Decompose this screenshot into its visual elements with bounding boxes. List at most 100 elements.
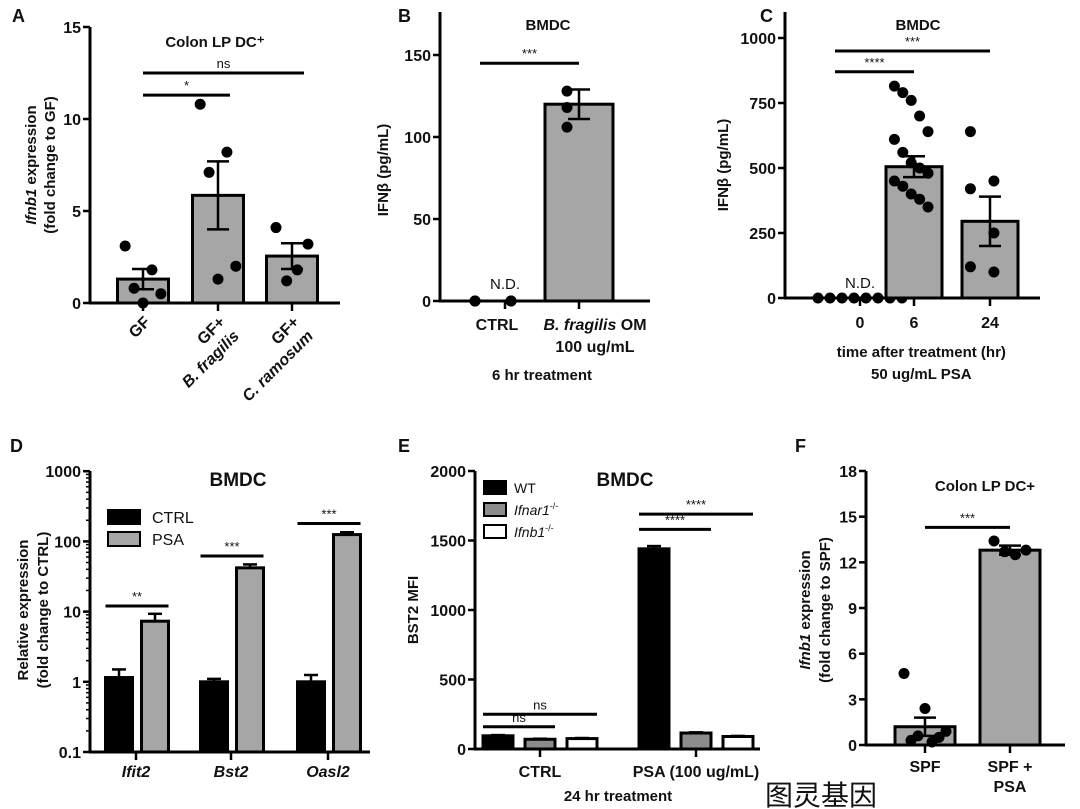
data-point bbox=[888, 80, 900, 92]
y-axis-label-line2: (fold change to GF) bbox=[42, 96, 59, 233]
data-point bbox=[988, 175, 1000, 187]
y-tick-label: 15 bbox=[839, 510, 857, 527]
significance-label: *** bbox=[321, 506, 336, 521]
chart-title: Colon LP DC+ bbox=[935, 478, 1035, 495]
x-tick-label: SPF + bbox=[988, 759, 1033, 776]
x-axis-label: time after treatment (hr) bbox=[837, 344, 1006, 361]
data-point bbox=[914, 162, 926, 174]
chart-title: BMDC bbox=[210, 470, 267, 491]
significance-label: *** bbox=[522, 46, 537, 61]
bar-ctrl bbox=[296, 680, 326, 754]
legend-label: Ifnar1-/- bbox=[514, 501, 558, 518]
y-tick-label: 6 bbox=[848, 647, 857, 664]
significance-label: ** bbox=[132, 589, 142, 604]
y-tick-label: 5 bbox=[72, 204, 81, 221]
legend-swatch bbox=[483, 524, 507, 539]
bar-wt bbox=[637, 547, 671, 751]
x-tick-label: CTRL bbox=[519, 764, 562, 781]
y-tick-label: 1500 bbox=[430, 534, 466, 551]
data-point bbox=[888, 175, 900, 187]
data-point bbox=[860, 292, 872, 304]
legend-swatch bbox=[107, 509, 141, 525]
significance-label: **** bbox=[864, 55, 884, 70]
data-point bbox=[922, 201, 934, 213]
y-tick-label: 3 bbox=[848, 692, 857, 709]
y-axis-label-line2: (fold change to SPF) bbox=[817, 537, 834, 683]
y-axis-label-text: BST2 MFI bbox=[405, 576, 422, 644]
data-point bbox=[888, 133, 900, 145]
x-tick-label: Bst2 bbox=[214, 764, 249, 781]
not-detected-label: N.D. bbox=[845, 275, 875, 292]
y-tick-label: 750 bbox=[749, 96, 776, 113]
legend-label: WT bbox=[514, 480, 536, 496]
legend-swatch bbox=[107, 531, 141, 547]
data-point bbox=[1009, 549, 1021, 561]
y-tick-label: 250 bbox=[749, 226, 776, 243]
y-tick-label: 0 bbox=[767, 291, 776, 308]
legend-name: Ifnb1 bbox=[514, 524, 545, 540]
panel-e: E BMDC BST2 MFI 0 500 1000 1500 2000 CTRL PSA (10… bbox=[398, 436, 760, 805]
bar bbox=[960, 219, 1020, 300]
chart-title: BMDC bbox=[896, 17, 941, 34]
data-point bbox=[964, 183, 976, 195]
bar bbox=[884, 165, 944, 300]
chart-title: BMDC bbox=[597, 470, 654, 491]
legend-label: Ifnb1-/- bbox=[514, 523, 554, 540]
panel-a: A Colon LP DC⁺ Ifnb1 expression (fold chang… bbox=[12, 6, 340, 405]
data-point bbox=[194, 98, 206, 110]
data-point bbox=[469, 295, 481, 307]
x-tick-label: Ifit2 bbox=[122, 764, 151, 781]
data-point bbox=[922, 126, 934, 138]
panel-b: B BMDC IFNβ (pg/mL) 0 50 100 150 N.D. CTRL B. fra… bbox=[375, 6, 650, 384]
data-point bbox=[914, 193, 926, 205]
y-tick-label: 0 bbox=[848, 738, 857, 755]
y-tick-label: 12 bbox=[839, 555, 857, 572]
data-point bbox=[872, 292, 884, 304]
y-tick-label: 10 bbox=[63, 112, 81, 129]
x-tick-label-rest: OM bbox=[616, 317, 646, 334]
panel-letter: C bbox=[760, 6, 773, 26]
data-point bbox=[561, 85, 573, 97]
y-axis-label: Ifnb1 expression bbox=[23, 105, 40, 224]
y-tick-label: 150 bbox=[404, 48, 431, 65]
y-axis-label: IFNβ (pg/mL) bbox=[375, 124, 392, 216]
data-point bbox=[291, 264, 303, 276]
data-point bbox=[119, 240, 131, 252]
y-tick-label: 1000 bbox=[45, 464, 81, 481]
x-tick-label: 24 bbox=[981, 315, 999, 332]
chart-title: Colon LP DC⁺ bbox=[165, 34, 264, 51]
data-point bbox=[905, 94, 917, 106]
significance-label: *** bbox=[224, 539, 239, 554]
y-axis-label-text: IFNβ (pg/mL) bbox=[375, 124, 392, 216]
y-tick-label: 2000 bbox=[430, 464, 466, 481]
bar-ifnar1 bbox=[679, 731, 713, 751]
data-point bbox=[964, 126, 976, 138]
bar bbox=[543, 102, 615, 303]
y-tick-label: 1000 bbox=[740, 31, 776, 48]
y-axis-label-text: Relative expression bbox=[15, 540, 32, 681]
data-point bbox=[812, 292, 824, 304]
panel-c: C BMDC IFNβ (pg/mL) 0 250 500 750 1000 N.D. 0 6 24 t… bbox=[715, 6, 1040, 383]
x-tick-label: PSA (100 ug/mL) bbox=[633, 764, 760, 781]
legend-name: WT bbox=[514, 480, 536, 496]
significance-label: ns bbox=[533, 697, 547, 712]
significance-label: * bbox=[184, 78, 189, 93]
bar bbox=[978, 548, 1042, 747]
data-point bbox=[146, 264, 158, 276]
y-axis-label-text: expression bbox=[797, 550, 814, 633]
y-axis-label: Relative expression bbox=[15, 540, 32, 681]
data-point bbox=[897, 180, 909, 192]
data-point bbox=[919, 702, 931, 714]
not-detected-label: N.D. bbox=[490, 276, 520, 293]
panel-letter: A bbox=[12, 6, 25, 26]
bar-psa bbox=[235, 566, 265, 754]
panel-f: F Colon LP DC+ Ifnb1 expression (fold chang… bbox=[795, 436, 1065, 796]
bar-ifnb1 bbox=[721, 734, 755, 751]
y-axis-label: IFNβ (pg/mL) bbox=[715, 119, 732, 211]
y-axis-label: BST2 MFI bbox=[405, 576, 422, 644]
legend-swatch bbox=[483, 502, 507, 517]
bar-wt bbox=[481, 734, 515, 751]
data-point bbox=[155, 288, 167, 300]
data-point bbox=[988, 535, 1000, 547]
